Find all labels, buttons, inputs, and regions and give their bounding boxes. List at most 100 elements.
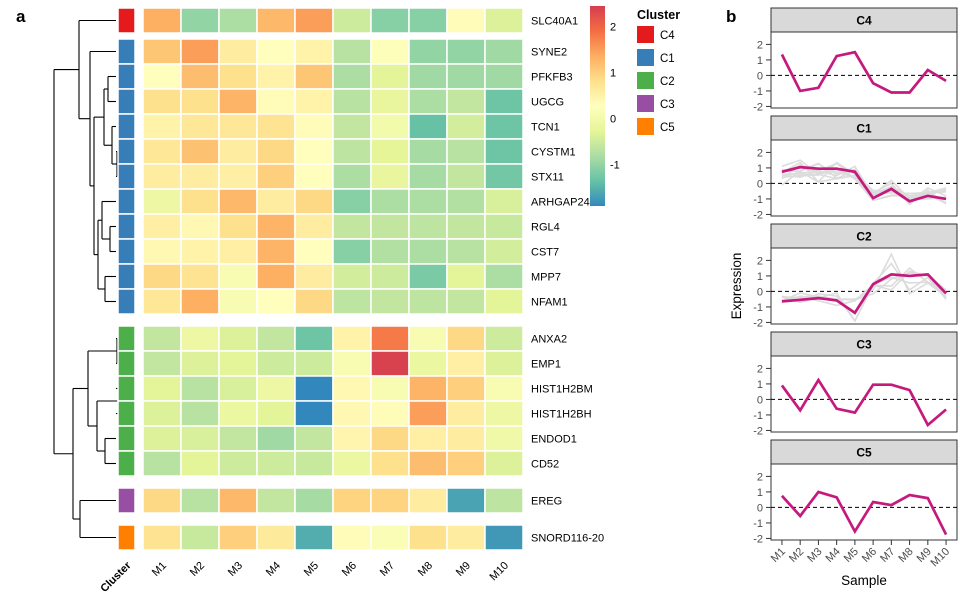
heatmap-cell — [484, 487, 524, 514]
heatmap-cell — [408, 138, 448, 165]
heatmap-cell — [218, 288, 258, 315]
facet-strip — [770, 223, 958, 249]
heatmap-cell — [484, 163, 524, 190]
heatmap-cell — [332, 188, 372, 215]
heatmap-cell — [446, 350, 486, 377]
heatmap-cell — [408, 350, 448, 377]
heatmap-cell — [294, 325, 334, 352]
heatmap-cell — [142, 524, 182, 551]
heatmap-cell — [294, 63, 334, 90]
heatmap-cell — [408, 163, 448, 190]
x-tick-label: M7 — [878, 546, 897, 565]
heatmap-cell — [446, 213, 486, 240]
heatmap-cell — [408, 7, 448, 34]
heatmap-cell — [408, 425, 448, 452]
gene-label: NFAM1 — [531, 297, 568, 309]
y-tick-label: 1 — [757, 163, 763, 175]
gene-labels: SLC40A1 SYNE2 PFKFB3 UGCG TCN1 CYSTM1 STX11 ARH… — [531, 16, 604, 545]
heatmap-cell — [332, 325, 372, 352]
heatmap-cell — [294, 213, 334, 240]
y-tick-label: -2 — [753, 317, 763, 329]
heatmap-cell — [256, 7, 296, 34]
facet-C5: C5 2 1 0 -1 -2 — [753, 439, 958, 545]
cluster-bar-cell — [117, 38, 136, 65]
heatmap-cell — [218, 375, 258, 402]
expression-facets: C4 2 1 0 -1 -2 C1 2 1 0 -1 -2 C2 2 1 0 -1 -2 C3 2 1 0 -1 -2 C5 2 1… — [753, 7, 958, 570]
gene-label: EREG — [531, 496, 562, 508]
heatmap-colorbar: 2 1 0 -1 — [590, 6, 620, 206]
heatmap-cell — [142, 138, 182, 165]
heatmap-cell — [256, 88, 296, 115]
heatmap-cell — [332, 487, 372, 514]
facet-panel — [770, 463, 958, 541]
y-tick-label: 1 — [757, 379, 763, 391]
legend-item-label: C1 — [660, 53, 675, 65]
heatmap-cell — [180, 487, 220, 514]
heatmap-cell — [408, 213, 448, 240]
heatmap-cell — [370, 113, 410, 140]
heatmap-cell — [446, 163, 486, 190]
y-tick-label: -1 — [753, 302, 763, 314]
x-tick-label: M10 — [929, 546, 953, 570]
x-tick-label: M1 — [769, 546, 788, 565]
heatmap-cell — [484, 450, 524, 477]
heatmap-cell — [484, 263, 524, 290]
heatmap-cell — [218, 88, 258, 115]
heatmap-cell — [370, 487, 410, 514]
facet-strip-label: C3 — [856, 338, 872, 352]
heatmap-cell — [370, 7, 410, 34]
heatmap-cell — [142, 63, 182, 90]
heatmap-cell — [370, 425, 410, 452]
x-tick-label: M6 — [860, 546, 879, 565]
heatmap-cell — [446, 425, 486, 452]
heatmap-cell — [332, 375, 372, 402]
x-tick-label: M4 — [823, 546, 842, 565]
heatmap-cell — [256, 238, 296, 265]
column-label: M8 — [416, 560, 435, 579]
heatmap-cell — [294, 425, 334, 452]
heatmap-cell — [180, 425, 220, 452]
heatmap-cell — [218, 213, 258, 240]
y-tick-label: 0 — [757, 502, 763, 514]
heatmap-cell — [370, 325, 410, 352]
cluster-annotation-bar — [117, 7, 136, 551]
heatmap-column-labels: Cluster M1 M2 M3 M4 M5 M6 M7 M8 M9 M10 — [98, 559, 511, 593]
heatmap-cell — [484, 325, 524, 352]
heatmap-cell — [218, 400, 258, 427]
cluster-bar-cell — [117, 524, 136, 551]
heatmap-cell — [256, 450, 296, 477]
heatmap-cell — [294, 7, 334, 34]
heatmap-cell — [294, 263, 334, 290]
heatmap-cell — [180, 263, 220, 290]
heatmap-cell — [484, 524, 524, 551]
y-tick-label: -1 — [753, 194, 763, 206]
heatmap-cell — [142, 213, 182, 240]
heatmap-cell — [446, 88, 486, 115]
facet-C4: C4 2 1 0 -1 -2 — [753, 7, 958, 113]
heatmap-cell — [408, 113, 448, 140]
heatmap-cell — [180, 7, 220, 34]
heatmap-cell — [484, 350, 524, 377]
heatmap-cell — [142, 375, 182, 402]
heatmap-cell — [218, 113, 258, 140]
y-tick-label: 2 — [757, 147, 763, 159]
heatmap-cell — [484, 113, 524, 140]
heatmap-cell — [256, 400, 296, 427]
heatmap-cell — [256, 263, 296, 290]
gene-label: CD52 — [531, 459, 559, 471]
heatmap-cell — [218, 350, 258, 377]
heatmap-cell — [218, 163, 258, 190]
gene-label: PFKFB3 — [531, 72, 573, 84]
x-tick-label: M8 — [896, 546, 915, 565]
heatmap-cell — [142, 288, 182, 315]
heatmap-cell — [218, 425, 258, 452]
heatmap-cell — [294, 288, 334, 315]
y-tick-label: 1 — [757, 271, 763, 283]
cluster-bar-cell — [117, 288, 136, 315]
cluster-bar-cell — [117, 88, 136, 115]
colorbar-tick-label: 2 — [610, 22, 616, 34]
heatmap-cell — [218, 138, 258, 165]
heatmap-cell — [370, 350, 410, 377]
heatmap-cell — [446, 400, 486, 427]
